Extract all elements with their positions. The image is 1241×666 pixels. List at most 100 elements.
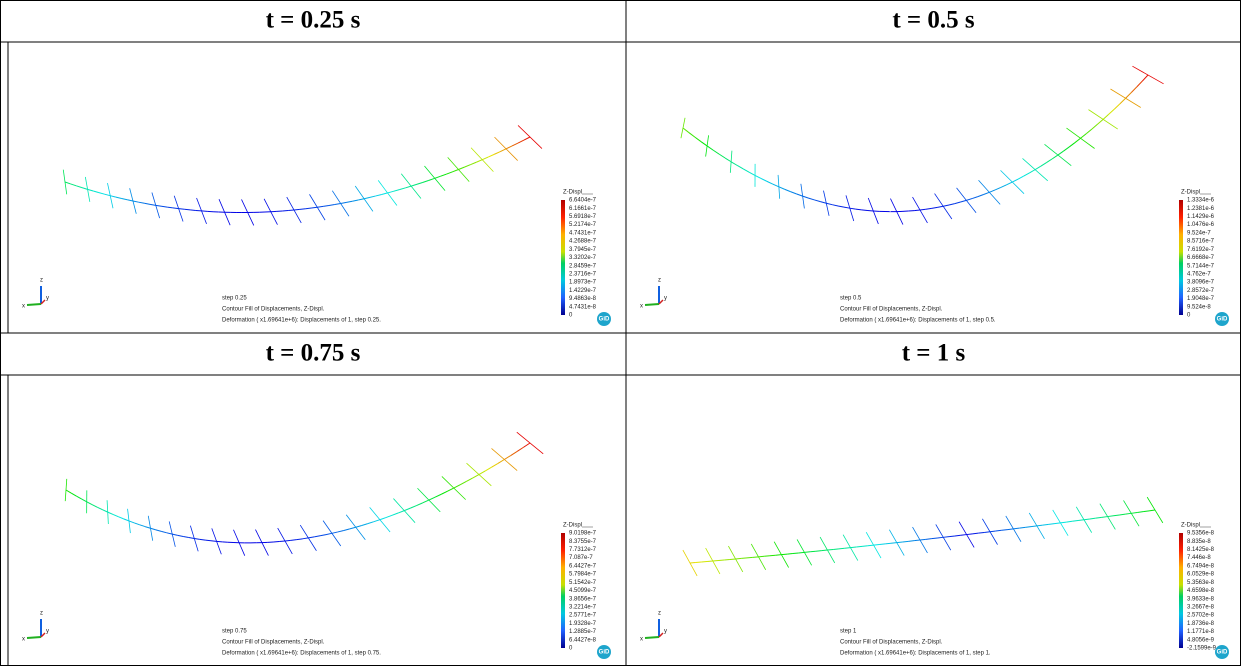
legend-label: 2.8572e-7 xyxy=(1187,288,1215,294)
beam-segment xyxy=(856,209,862,210)
beam-segment xyxy=(978,532,984,533)
beam-segment xyxy=(82,188,88,190)
beam-segment xyxy=(88,189,94,191)
beam-segment xyxy=(524,137,530,140)
beam-segment xyxy=(317,206,323,207)
beam-segment xyxy=(713,150,719,154)
beam-segment xyxy=(1097,119,1103,124)
panel-image: Z-Displ1.3334e-61.2381e-61.1429e-61.0476… xyxy=(640,66,1229,326)
beam-segment xyxy=(1131,87,1137,93)
beam-segment xyxy=(144,203,150,204)
beam-segment xyxy=(874,545,880,546)
axis-label: z xyxy=(40,278,43,284)
section-tick xyxy=(1123,500,1139,526)
beam-segment xyxy=(435,494,441,497)
colorbar xyxy=(561,533,565,648)
beam-segment xyxy=(844,207,850,208)
beam-segment xyxy=(1055,523,1061,524)
legend-label: 3.7945e-7 xyxy=(569,247,597,253)
beam-segment xyxy=(793,553,799,554)
beam-segment xyxy=(891,543,897,544)
section-tick xyxy=(1029,513,1044,539)
beam-segment xyxy=(161,206,167,207)
beam-segment xyxy=(926,208,932,209)
beam-segment xyxy=(376,194,382,195)
beam-segment xyxy=(1125,513,1131,514)
beam-segment xyxy=(447,172,453,174)
beam-segment xyxy=(736,558,742,559)
beam-segment xyxy=(1001,185,1007,188)
beam-segment xyxy=(479,471,485,475)
beam-segment xyxy=(920,209,926,210)
legend-label: 1.2885e-7 xyxy=(569,629,597,635)
beam-segment xyxy=(448,488,454,491)
beam-segment xyxy=(781,554,787,555)
legend-label: 2.5771e-7 xyxy=(569,613,597,619)
legend-label: 3.2214e-7 xyxy=(569,605,597,611)
beam-segment xyxy=(134,523,139,525)
beam-segment xyxy=(1018,176,1024,179)
section-tick xyxy=(797,539,812,565)
beam-segment xyxy=(758,556,764,557)
legend-label: 1.4229e-7 xyxy=(569,288,597,294)
beam-segment xyxy=(105,194,111,195)
beam-segment xyxy=(809,198,815,200)
legend-label: 1.8736e-8 xyxy=(1187,621,1215,627)
beam-segment xyxy=(814,200,820,202)
beam-segment xyxy=(388,191,394,193)
legend-label: 5.7984e-7 xyxy=(569,572,597,578)
axis-x xyxy=(27,637,41,638)
beam-segment xyxy=(338,530,344,531)
beam-segment xyxy=(718,560,724,561)
beam-segment xyxy=(92,505,97,508)
beam-segment xyxy=(1086,129,1092,134)
section-tick xyxy=(706,135,709,156)
beam-segment xyxy=(291,540,297,541)
beam-segment xyxy=(454,485,460,488)
beam-segment xyxy=(156,530,161,532)
beam-segment xyxy=(423,500,429,503)
beam-segment xyxy=(972,197,978,199)
section-tick xyxy=(936,524,951,550)
section-tick xyxy=(300,525,316,551)
beam-segment xyxy=(511,451,517,455)
beam-segment xyxy=(943,205,949,206)
beam-segment xyxy=(279,541,285,542)
step-text: step 0.25 xyxy=(222,296,247,302)
beam-segment xyxy=(1029,170,1035,173)
panel-title: t = 0.5 s xyxy=(892,7,975,34)
beam-segment xyxy=(914,210,920,211)
beam-segment xyxy=(380,518,386,520)
legend-label: 3.8096e-7 xyxy=(1187,280,1215,286)
legend-label: 7.446e-8 xyxy=(1187,555,1211,561)
contour-text: Contour Fill of Displacements, Z-Displ. xyxy=(840,640,943,646)
legend-label: 7.087e-7 xyxy=(569,555,593,561)
axis-label: y xyxy=(664,629,667,635)
beam-segment xyxy=(66,490,71,493)
axis-x xyxy=(27,304,41,305)
beam-segment xyxy=(885,543,891,544)
beam-segment xyxy=(1035,166,1041,169)
beam-segment xyxy=(868,545,874,546)
beam-segment xyxy=(1041,163,1047,167)
legend-label: -2.1599e-9 xyxy=(1187,646,1217,652)
beam-segment xyxy=(156,205,162,206)
section-tick xyxy=(681,118,685,138)
beam-segment xyxy=(1008,529,1014,530)
legend-label: 9.5356e-8 xyxy=(1187,531,1215,537)
beam-segment xyxy=(294,209,300,210)
legend-label: 9.524e-7 xyxy=(1187,230,1211,236)
beam-segment xyxy=(122,198,128,199)
beam-segment xyxy=(862,546,868,547)
step-text: step 0.5 xyxy=(840,296,862,302)
beam-segment xyxy=(683,128,689,133)
beam-segment xyxy=(787,554,793,555)
beam-segment xyxy=(71,493,76,496)
beam-segment xyxy=(332,532,338,533)
beam-segment xyxy=(1109,109,1115,114)
legend-label: 1.9328e-7 xyxy=(569,621,597,627)
beam-segment xyxy=(189,538,195,539)
beam-segment xyxy=(398,511,404,513)
beam-segment xyxy=(826,203,832,204)
beam-segment xyxy=(1037,525,1043,526)
